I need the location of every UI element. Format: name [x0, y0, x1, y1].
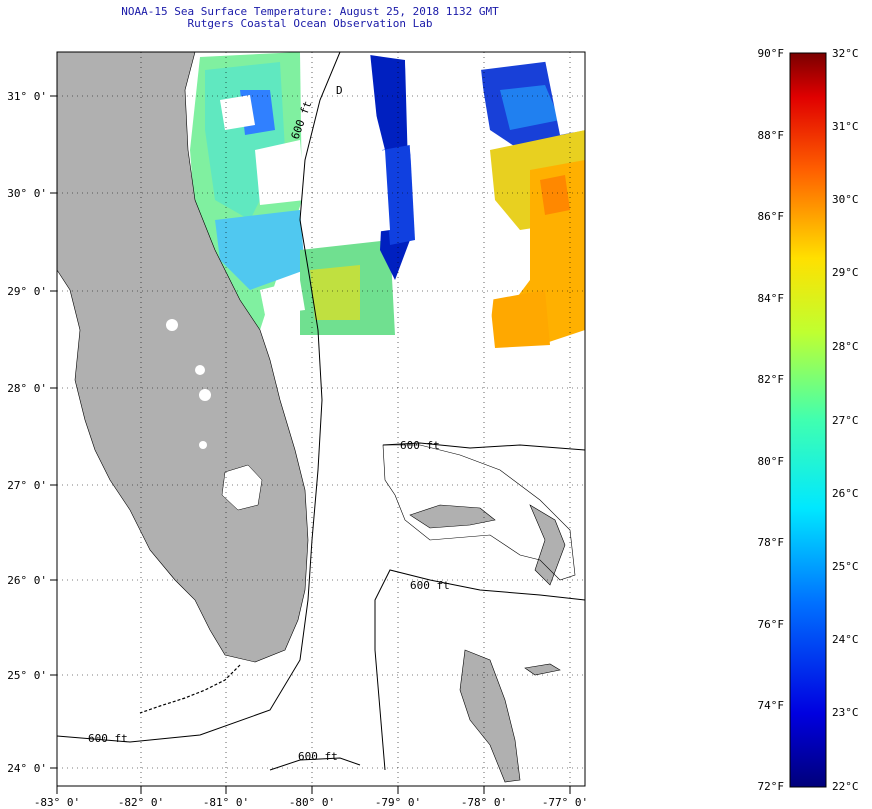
contour-label: 600 ft: [88, 732, 128, 745]
lat-label: 27° 0': [7, 479, 47, 492]
celsius-label: 22°C: [832, 780, 859, 793]
lat-label: 25° 0': [7, 669, 47, 682]
lon-label: -79° 0': [375, 796, 421, 809]
andros-island: [459, 649, 521, 783]
lat-label: 29° 0': [7, 285, 47, 298]
lat-label: 24° 0': [7, 762, 47, 775]
florida-keys: [139, 664, 241, 714]
fahrenheit-label: 80°F: [758, 455, 785, 468]
celsius-label: 23°C: [832, 706, 859, 719]
inland-lake: [199, 389, 211, 401]
lon-label: -81° 0': [203, 796, 249, 809]
600ft-contour: [57, 52, 341, 743]
fahrenheit-label: 82°F: [758, 373, 785, 386]
600ft-contour: [269, 757, 361, 771]
map-title: NOAA-15 Sea Surface Temperature: August …: [121, 5, 499, 18]
fahrenheit-label: 90°F: [758, 47, 785, 60]
inland-lake: [199, 441, 207, 449]
fahrenheit-label: 76°F: [758, 618, 785, 631]
colorbar-celsius-labels: 32°C 31°C 30°C 29°C 28°C 27°C 26°C 25°C …: [832, 47, 859, 793]
fahrenheit-label: 86°F: [758, 210, 785, 223]
map-subtitle: Rutgers Coastal Ocean Observation Lab: [187, 17, 433, 30]
abaco-island: [529, 504, 566, 586]
celsius-label: 27°C: [832, 414, 859, 427]
lon-label: -83° 0': [34, 796, 80, 809]
florida-landmass: [57, 52, 309, 663]
fahrenheit-label: 72°F: [758, 780, 785, 793]
inland-lake: [166, 319, 178, 331]
lon-label: -77° 0': [542, 796, 588, 809]
fahrenheit-label: 78°F: [758, 536, 785, 549]
sst-data-swath: [190, 52, 585, 348]
axis-ticks: [50, 95, 571, 794]
lon-label: -80° 0': [289, 796, 335, 809]
600ft-contour: [382, 442, 585, 451]
map-border: [56, 51, 586, 787]
celsius-label: 32°C: [832, 47, 859, 60]
contour-label: 600 ft: [298, 750, 338, 763]
temperature-colorbar: [789, 52, 827, 788]
celsius-label: 26°C: [832, 487, 859, 500]
fahrenheit-label: 88°F: [758, 129, 785, 142]
lat-label: 28° 0': [7, 382, 47, 395]
celsius-label: 29°C: [832, 266, 859, 279]
lon-label: -82° 0': [118, 796, 164, 809]
inland-lake: [195, 365, 205, 375]
bahama-bank-outline: [382, 444, 576, 581]
600ft-contour: [374, 569, 585, 771]
fahrenheit-label: 74°F: [758, 699, 785, 712]
colorbar-fahrenheit-labels: 90°F 88°F 86°F 84°F 82°F 80°F 78°F 76°F …: [758, 47, 785, 793]
celsius-label: 30°C: [832, 193, 859, 206]
lake-okeechobee: [221, 464, 263, 511]
contour-label: 600 ft: [400, 439, 440, 452]
celsius-label: 24°C: [832, 633, 859, 646]
grand-bahama-island: [409, 504, 496, 529]
lat-label: 26° 0': [7, 574, 47, 587]
eleuthera-island: [524, 663, 561, 676]
lat-label: 30° 0': [7, 187, 47, 200]
graticule: [57, 52, 585, 786]
celsius-label: 28°C: [832, 340, 859, 353]
lon-label: -78° 0': [461, 796, 507, 809]
celsius-label: 31°C: [832, 120, 859, 133]
lat-label: 31° 0': [7, 90, 47, 103]
contour-label: 600 ft: [410, 579, 450, 592]
fahrenheit-label: 84°F: [758, 292, 785, 305]
map-marker-label: D: [336, 84, 343, 97]
celsius-label: 25°C: [832, 560, 859, 573]
